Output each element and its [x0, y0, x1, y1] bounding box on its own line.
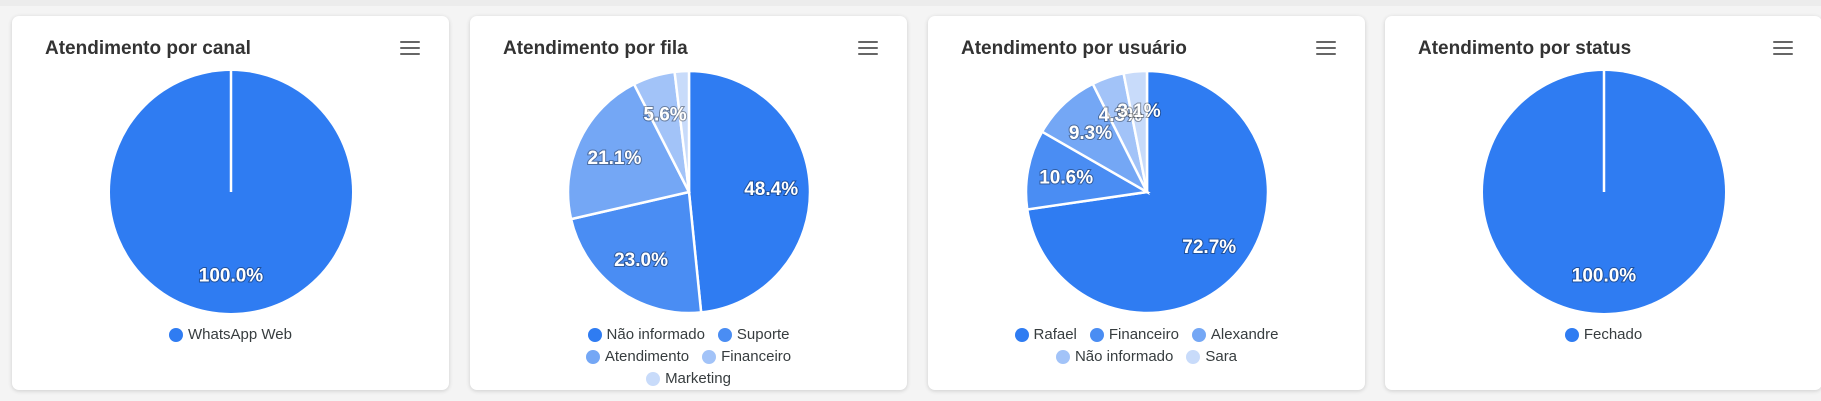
top-bar — [0, 0, 1821, 6]
chart-legend: Não informado Suporte Atendimento Financeir… — [550, 325, 827, 388]
chart-legend: Fechado — [1465, 325, 1742, 344]
legend-item-sara[interactable]: Sara — [1186, 347, 1237, 366]
menu-icon[interactable] — [1773, 41, 1793, 55]
chart-card-fila: Atendimento por fila 48.4% 23.0% 21.1% 5.6%… — [470, 16, 907, 390]
pie-slice-suporte[interactable] — [569, 190, 703, 315]
pie-chart: 100.0% — [1483, 71, 1725, 313]
legend-label: Não informado — [1074, 348, 1174, 365]
legend-marker — [1055, 349, 1070, 364]
legend-label: Sara — [1205, 348, 1238, 365]
chart-title: Atendimento por canal — [45, 38, 251, 59]
legend-item-marketing[interactable]: Marketing — [646, 369, 731, 388]
legend-item-financeiro[interactable]: Financeiro — [702, 347, 791, 366]
legend-marker — [585, 349, 600, 364]
legend-marker — [1186, 349, 1201, 364]
chart-card-canal: Atendimento por canal 100.0% WhatsApp We… — [12, 16, 449, 390]
pie-slice-atendimento[interactable] — [566, 82, 691, 221]
legend-marker — [169, 327, 184, 342]
menu-icon[interactable] — [858, 41, 878, 55]
data-label-sara: 3.1% — [1117, 101, 1160, 122]
chart-card-status: Atendimento por status 100.0% Fechado — [1385, 16, 1821, 390]
pie-chart: 72.7% 10.6% 9.3%4.3%3.1% — [1024, 69, 1270, 315]
legend-marker — [702, 349, 717, 364]
legend-marker — [1191, 327, 1206, 342]
data-label-fechado: 100.0% — [1572, 265, 1637, 286]
chart-card-usuario: Atendimento por usuário 72.7% 10.6% 9.3% 4.… — [928, 16, 1365, 390]
legend-item-financeiro[interactable]: Financeiro — [1089, 325, 1179, 344]
chart-legend: Rafael Financeiro Alexandre Não informado Sa… — [1008, 325, 1285, 366]
pie-slice-sara[interactable] — [1122, 69, 1149, 193]
pie-chart: 48.4% 23.0% 21.1% 5.6% — [566, 69, 812, 315]
legend-marker — [1014, 327, 1029, 342]
legend-item-suporte[interactable]: Suporte — [717, 325, 790, 344]
data-label-financeiro: 10.6% — [1039, 168, 1093, 189]
pie-slice-nao-informado[interactable] — [687, 69, 812, 314]
chart-title: Atendimento por fila — [503, 38, 688, 59]
legend-item-rafael[interactable]: Rafael — [1014, 325, 1077, 344]
pie-chart: 100.0% — [110, 71, 352, 313]
legend-label: Fechado — [1583, 326, 1643, 343]
data-label-financeiro: 5.6% — [643, 104, 686, 125]
data-label-whatsapp-web: 100.0% — [199, 265, 264, 286]
data-label-alexandre: 9.3% — [1069, 123, 1112, 144]
legend-marker — [646, 371, 661, 386]
legend-item-nao-informado[interactable]: Não informado — [587, 325, 705, 344]
legend-label: Rafael — [1033, 326, 1077, 343]
legend-label: Financeiro — [721, 348, 792, 365]
menu-icon[interactable] — [400, 41, 420, 55]
legend-item-atendimento[interactable]: Atendimento — [585, 347, 690, 366]
data-label-nao-informado: 48.4% — [744, 179, 798, 200]
menu-icon[interactable] — [1316, 41, 1336, 55]
legend-label: Marketing — [665, 370, 731, 387]
pie-slice-financeiro[interactable] — [1024, 130, 1151, 211]
legend-marker — [1089, 327, 1104, 342]
chart-title: Atendimento por status — [1418, 38, 1632, 59]
legend-marker — [587, 327, 602, 342]
legend-item-fechado[interactable]: Fechado — [1564, 325, 1643, 344]
chart-legend: WhatsApp Web — [92, 325, 369, 344]
legend-marker — [717, 327, 732, 342]
legend-item-nao-informado[interactable]: Não informado — [1055, 347, 1174, 366]
legend-item-whatsapp-web[interactable]: WhatsApp Web — [169, 325, 292, 344]
legend-label: Não informado — [606, 326, 705, 343]
legend-label: Suporte — [736, 326, 790, 343]
pie-slice-marketing[interactable] — [673, 69, 691, 193]
data-label-atendimento: 21.1% — [588, 148, 642, 169]
legend-label: Financeiro — [1108, 326, 1179, 343]
chart-title: Atendimento por usuário — [961, 38, 1187, 59]
legend-label: WhatsApp Web — [188, 326, 292, 343]
data-label-nao-informado: 4.3% — [1099, 105, 1142, 126]
legend-label: Atendimento — [604, 348, 690, 365]
data-label-rafael: 72.7% — [1182, 237, 1236, 258]
legend-item-alexandre[interactable]: Alexandre — [1191, 325, 1279, 344]
data-label-suporte: 23.0% — [614, 250, 668, 271]
legend-marker — [1564, 327, 1579, 342]
legend-label: Alexandre — [1210, 326, 1279, 343]
